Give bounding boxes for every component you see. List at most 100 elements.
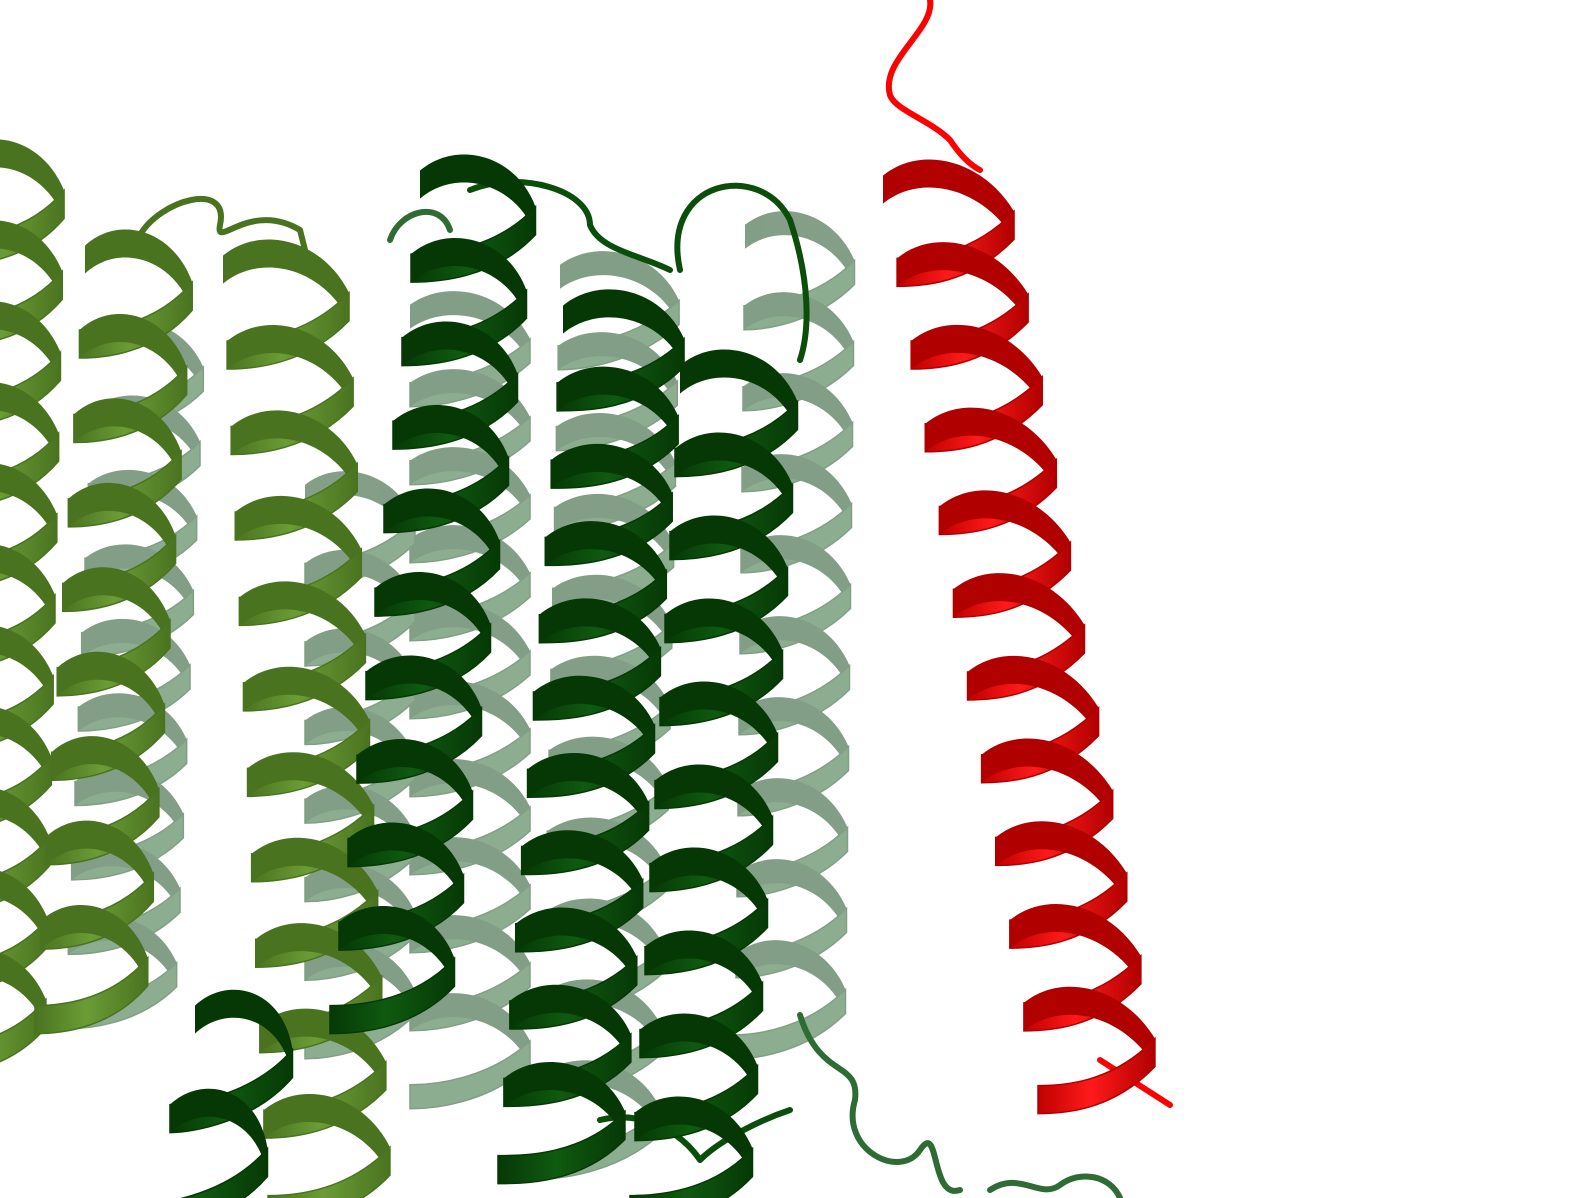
helix-back-strand	[305, 942, 415, 1015]
loop-4	[387, 209, 453, 243]
helix-dark-1	[329, 154, 537, 1035]
helix-back-strand	[71, 842, 180, 913]
helix-back-strand	[223, 239, 350, 321]
loop-8	[885, 0, 983, 173]
helix-back-strand	[384, 488, 500, 569]
helix-back-strand	[40, 905, 148, 986]
helix-back-strand	[509, 984, 631, 1063]
helix-back-strand	[670, 515, 788, 596]
helix-back-strand	[348, 822, 464, 903]
helix-back-strand	[967, 655, 1099, 736]
helix-back-strand	[527, 752, 649, 831]
helix-back-strand	[939, 490, 1071, 571]
helix-back-strand	[1009, 904, 1141, 984]
helix-front-strand	[179, 1146, 269, 1198]
helix-back-strand	[251, 837, 378, 919]
helix-dark-4	[169, 989, 294, 1198]
helix-back-strand	[515, 907, 637, 985]
helix-back-strand	[393, 404, 509, 486]
helix-front-strand	[1037, 1036, 1156, 1115]
helix-back-strand	[558, 332, 678, 406]
helix-back-strand	[655, 764, 773, 845]
helix-back-strand	[79, 313, 187, 395]
helix-back-strand	[170, 1088, 268, 1177]
helix-back-strand	[0, 871, 48, 947]
helix-back-strand	[51, 736, 159, 817]
helix-back-strand	[744, 292, 854, 366]
helix-back-strand	[0, 301, 61, 381]
helix-back-strand	[981, 738, 1113, 819]
helix-back-strand	[420, 154, 536, 235]
helix-back-strand	[402, 321, 518, 402]
helix-front-strand	[329, 956, 456, 1035]
helix-back-strand	[375, 571, 491, 653]
helix-back-strand	[736, 940, 846, 1014]
helix-back-strand	[0, 383, 59, 462]
helix-back-strand	[554, 493, 674, 568]
helix-back-strand	[897, 242, 1029, 323]
helix-back-strand	[305, 863, 415, 937]
helix-back-strand	[227, 324, 354, 407]
helix-back-strand	[339, 905, 455, 987]
helix-dark-2	[497, 289, 685, 1185]
helix-back-strand	[410, 993, 530, 1065]
helix-back-strand	[243, 666, 370, 748]
helix-back-strand	[305, 549, 415, 622]
helix-back-strand	[305, 785, 415, 858]
helix-back-strand	[263, 1094, 390, 1176]
helix-back-strand	[533, 675, 655, 753]
helix-red	[883, 159, 1156, 1115]
loop-6	[987, 1173, 1123, 1198]
helix-back-strand	[57, 651, 165, 733]
helix-back-strand	[85, 229, 193, 311]
helix-back-strand	[556, 412, 676, 487]
helix-back-strand	[660, 681, 778, 762]
helix-back-strand	[953, 573, 1085, 653]
helix-back-strand	[675, 432, 793, 513]
helix-back-strand	[0, 626, 54, 704]
helix-back-strand	[503, 1062, 625, 1140]
helix-back-strand	[366, 655, 482, 736]
helix-back-strand	[305, 628, 415, 701]
helix-back-strand	[410, 369, 530, 441]
helix-back-strand	[737, 859, 847, 933]
helix-back-strand	[0, 545, 55, 623]
helix-back-strand	[0, 139, 65, 219]
helix-back-strand	[357, 738, 473, 820]
helix-back-strand	[46, 820, 154, 902]
front-helices	[0, 139, 1156, 1198]
helix-back-strand	[650, 847, 768, 928]
helix-back-strand	[0, 789, 50, 866]
helix-back-strand	[560, 251, 680, 325]
helix-back-strand	[411, 237, 527, 319]
helix-back-strand	[995, 821, 1127, 902]
helix-back-strand	[247, 752, 374, 834]
helix-back-strand	[521, 830, 643, 908]
helix-front-strand	[409, 1039, 531, 1110]
helix-back-strand	[925, 407, 1057, 488]
rear-helix-5	[304, 471, 416, 1060]
helix-back-strand	[68, 482, 176, 564]
helix-back-strand	[557, 366, 679, 444]
helix-front-strand	[267, 1145, 391, 1198]
helix-back-strand	[0, 952, 46, 1028]
helix-front-strand	[34, 955, 149, 1035]
helix-back-strand	[239, 581, 366, 663]
helix-back-strand	[883, 159, 1015, 240]
helix-front-strand	[629, 1146, 754, 1198]
helix-back-strand	[0, 708, 52, 785]
helix-back-strand	[62, 567, 170, 648]
helix-dark-3	[629, 349, 799, 1198]
helix-back-strand	[305, 706, 415, 779]
helix-back-strand	[545, 521, 667, 599]
helix-back-strand	[738, 778, 848, 852]
helix-back-strand	[640, 1013, 758, 1094]
helix-back-strand	[745, 211, 855, 285]
loop-3	[674, 182, 810, 363]
loop-5	[797, 1012, 963, 1194]
helix-light-2	[34, 229, 193, 1035]
helix-back-strand	[911, 324, 1043, 405]
helix-back-strand	[410, 603, 530, 675]
helix-back-strand	[539, 598, 661, 676]
